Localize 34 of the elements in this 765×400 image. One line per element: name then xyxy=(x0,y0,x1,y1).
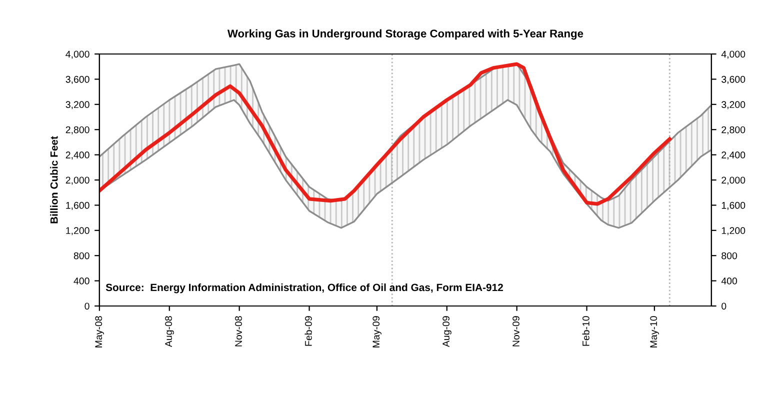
y2-tick-label: 2,800 xyxy=(722,126,746,134)
y2-tick-label: 2,400 xyxy=(722,152,746,160)
y2-tick-label: 1,200 xyxy=(722,227,746,236)
x-tick-label: Aug-08 xyxy=(165,316,174,348)
y-tick-label: 1,200 xyxy=(66,227,90,236)
y-tick-label: 1,600 xyxy=(66,202,90,210)
y-axis-title: Billion Cubic Feet xyxy=(50,136,58,224)
chart-title: Working Gas in Underground Storage Compared with 5-Year Range xyxy=(227,29,584,40)
annotation: Source: Energy Information Administration, Office of Oil and Gas, Form EIA-912 xyxy=(106,283,503,294)
x-tick-label: Nov-09 xyxy=(512,316,520,346)
y-tick-label: 3,600 xyxy=(66,76,90,84)
x-tick-label: May-09 xyxy=(372,316,382,348)
x-tick-label: May-08 xyxy=(95,316,104,348)
x-tick-label: May-10 xyxy=(650,316,659,348)
y2-tick-label: 800 xyxy=(722,252,738,260)
y2-tick-label: 2,000 xyxy=(722,176,746,185)
y2-tick-label: 4,000 xyxy=(721,50,746,59)
y-tick-label: 0 xyxy=(84,302,90,310)
y2-tick-label: 3,600 xyxy=(722,76,746,84)
y-tick-label: 2,800 xyxy=(66,126,90,134)
y-tick-label: 2,400 xyxy=(66,152,90,160)
y2-tick-label: 3,200 xyxy=(722,101,746,110)
x-tick-label: Feb-10 xyxy=(582,316,590,346)
y2-tick-label: 400 xyxy=(721,278,738,284)
x-tick-label: Feb-09 xyxy=(304,316,312,346)
y-tick-label: 3,200 xyxy=(66,101,90,110)
y-tick-label: 4,000 xyxy=(66,50,90,59)
y-tick-label: 400 xyxy=(74,278,90,284)
x-tick-label: Aug-09 xyxy=(442,316,452,348)
y2-tick-label: 1,600 xyxy=(722,202,746,210)
x-tick-label: Nov-08 xyxy=(235,316,242,346)
y-tick-label: 2,000 xyxy=(66,176,90,185)
y-tick-label: 800 xyxy=(74,252,90,260)
y2-tick-label: 0 xyxy=(722,302,726,310)
